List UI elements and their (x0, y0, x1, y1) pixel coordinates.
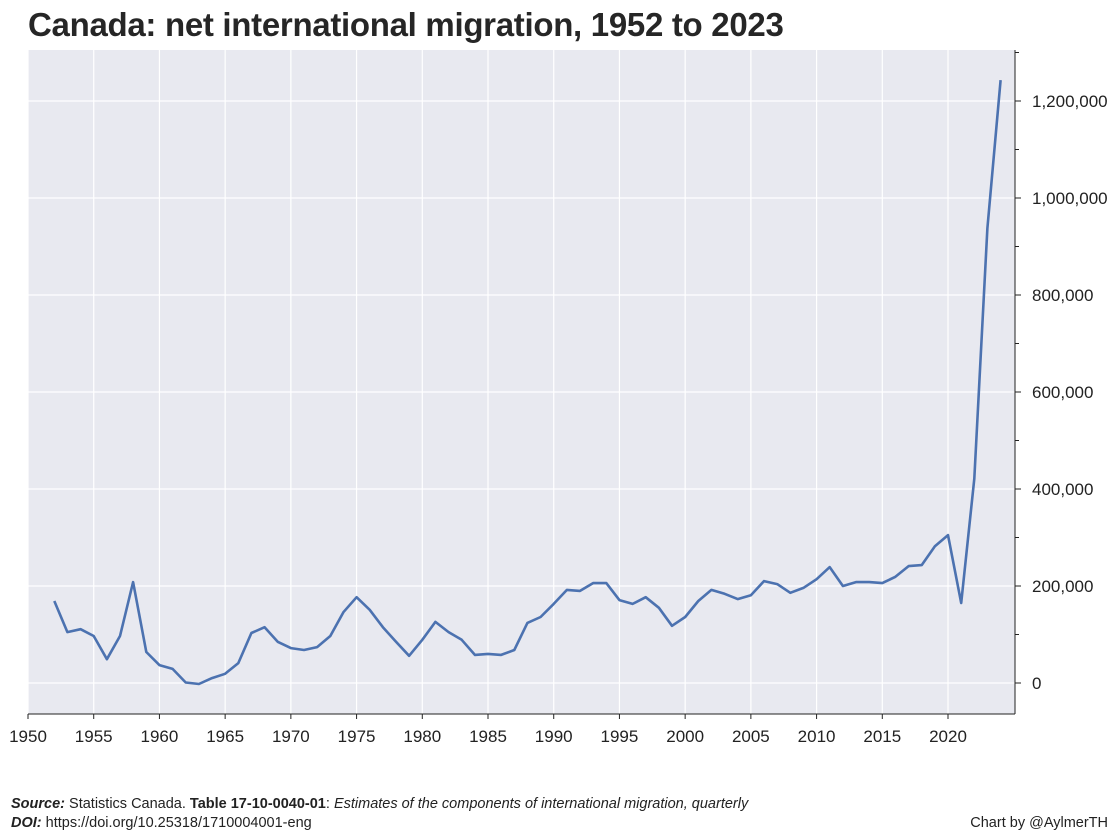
table-title: Estimates of the components of internati… (333, 796, 749, 812)
source-org: Statistics Canada. (65, 796, 190, 812)
x-tick-label: 1985 (469, 727, 507, 746)
series (53, 79, 1002, 686)
y-tick-label: 800,000 (1032, 286, 1093, 305)
source-label: Source: (11, 796, 65, 812)
y-tick-label: 600,000 (1032, 383, 1093, 402)
x-tick-label: 1970 (272, 727, 310, 746)
gridlines (27, 50, 1015, 714)
x-tick-label: 1990 (535, 727, 573, 746)
x-tick-label: 2000 (666, 727, 704, 746)
x-tick-label: 1980 (403, 727, 441, 746)
x-tick-label: 2005 (732, 727, 770, 746)
chart-title: Canada: net international migration, 195… (28, 6, 784, 43)
doi-line: DOI: https://doi.org/10.25318/1710004001… (11, 815, 312, 831)
y-tick-label: 0 (1032, 674, 1041, 693)
x-tick-label: 2020 (929, 727, 967, 746)
y-tick-label: 400,000 (1032, 480, 1093, 499)
x-tick-label: 1995 (601, 727, 639, 746)
plot-area (28, 50, 1015, 714)
doi-link[interactable]: https://doi.org/10.25318/1710004001-eng (41, 815, 312, 831)
y-tick-label: 1,000,000 (1032, 189, 1108, 208)
table-sep: : (325, 796, 334, 812)
y-tick-label: 200,000 (1032, 577, 1093, 596)
chart-credit: Chart by @AylmerTH (970, 815, 1108, 831)
line-chart: 1950 1955 1960 1965 1970 1975 1980 1985 1990 1995… (9, 50, 1108, 746)
doi-label: DOI: (11, 815, 42, 831)
table-id: Table 17-10-0040-01 (189, 796, 326, 812)
x-tick-label: 2015 (863, 727, 901, 746)
x-tick-label: 2010 (798, 727, 836, 746)
x-tick-label: 1975 (338, 727, 376, 746)
x-tick-label: 1950 (9, 727, 47, 746)
x-tick-label: 1955 (75, 727, 113, 746)
axes: 1950 1955 1960 1965 1970 1975 1980 1985 1990 1995… (9, 50, 1108, 746)
x-tick-label: 1965 (206, 727, 244, 746)
source-line: Source: Statistics Canada. Table 17-10-0… (11, 796, 748, 812)
x-tick-label: 1960 (141, 727, 179, 746)
y-tick-label: 1,200,000 (1032, 92, 1108, 111)
